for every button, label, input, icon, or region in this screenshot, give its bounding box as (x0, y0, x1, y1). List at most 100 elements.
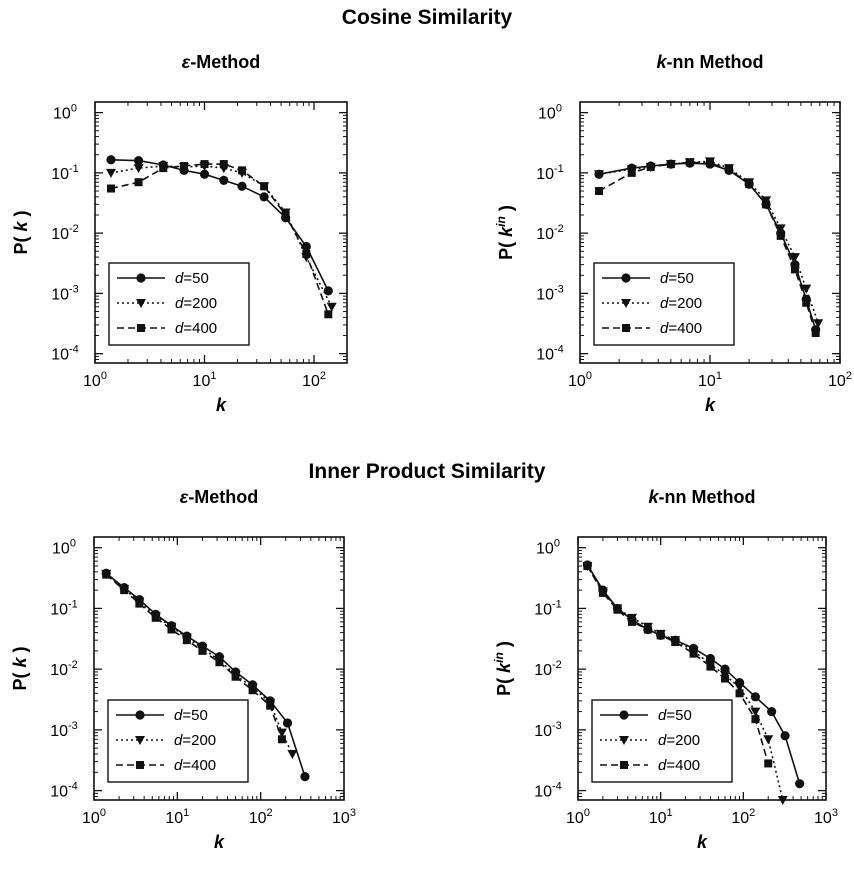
data-point (133, 155, 144, 166)
data-point (199, 169, 210, 179)
data-point (231, 672, 240, 681)
data-point (326, 302, 337, 312)
legend-entry: d=50 (660, 270, 694, 287)
data-point (237, 181, 247, 191)
data-point (215, 658, 224, 667)
data-point (706, 159, 714, 168)
data-point (151, 613, 160, 622)
data-point (802, 298, 811, 307)
x-axis-label: k (697, 832, 708, 852)
x-tick-label: 102 (828, 370, 852, 390)
y-tick-label: 10-3 (536, 283, 564, 303)
data-point (219, 160, 228, 169)
data-point (780, 731, 790, 741)
section-title-inner-product: Inner Product Similarity (309, 460, 546, 483)
series-d400 (107, 160, 333, 319)
data-point (706, 662, 715, 671)
x-tick-label: 101 (165, 807, 189, 827)
y-tick-label: 10-1 (536, 163, 564, 183)
data-point (260, 182, 269, 191)
y-tick-label: 10-4 (534, 781, 562, 801)
data-point (107, 184, 116, 193)
y-axis-label: P( kin ) (494, 205, 516, 260)
data-point (583, 561, 592, 570)
chart-panel-3: ε-Method 100 101 102 103 100 10-1 10-2 10-3 10-4 k… (10, 487, 356, 852)
y-tick-label: 10-4 (51, 344, 79, 364)
legend-entry: d=400 (175, 320, 217, 337)
x-tick-label: 102 (731, 807, 755, 827)
y-tick-label: 10-3 (50, 720, 78, 740)
legend-entry: d=400 (174, 757, 216, 774)
data-point (811, 329, 820, 338)
x-tick-label: 101 (649, 807, 673, 827)
section-title-cosine: Cosine Similarity (342, 6, 513, 29)
legend-entry: d=200 (175, 295, 217, 312)
y-tick-label: 10-3 (534, 720, 562, 740)
legend: d=50 d=200 d=400 (593, 262, 735, 346)
data-point (324, 310, 333, 319)
legend-entry: d=50 (175, 270, 209, 287)
data-point (120, 586, 129, 595)
panel-title: ε-Method (182, 52, 261, 72)
legend-box (108, 262, 250, 346)
legend-marker (136, 761, 144, 769)
y-tick-label: 100 (52, 538, 76, 558)
x-tick-label: 101 (193, 370, 217, 390)
data-point (133, 164, 144, 174)
x-axis-label: k (705, 395, 716, 415)
y-tick-label: 10-3 (51, 283, 79, 303)
panel-title: k-nn Method (649, 487, 756, 507)
legend-marker (621, 273, 631, 283)
data-point (666, 160, 675, 169)
data-point (266, 701, 275, 710)
legend-entry: d=50 (658, 707, 692, 724)
data-point (594, 187, 603, 196)
data-point (198, 646, 207, 655)
data-point (598, 588, 607, 597)
data-point (724, 165, 733, 174)
data-point (106, 168, 117, 178)
data-point (627, 617, 636, 626)
data-point (301, 241, 311, 252)
data-point (762, 200, 771, 209)
data-point (777, 796, 788, 805)
data-point (789, 253, 800, 263)
legend-entry: d=400 (658, 757, 700, 774)
legend-box (107, 699, 249, 783)
data-point (643, 625, 652, 634)
data-point (735, 689, 744, 698)
y-tick-label: 100 (536, 538, 560, 558)
data-point (281, 210, 290, 219)
y-tick-label: 10-2 (536, 223, 564, 243)
data-point (646, 163, 655, 172)
x-axis-label: k (214, 832, 225, 852)
x-tick-label: 100 (83, 370, 107, 390)
legend-entry: d=200 (660, 295, 702, 312)
data-point (685, 158, 694, 167)
x-tick-label: 100 (82, 807, 106, 827)
data-point (182, 636, 191, 645)
chart-panels: ε-Method 100 101 102 100 10-1 10-2 10-3 10-4 k P( … (10, 52, 852, 852)
data-point (751, 715, 760, 724)
x-axis-label: k (216, 395, 227, 415)
data-point (745, 180, 754, 189)
y-axis-label: P( kin ) (492, 641, 514, 696)
data-point (813, 319, 824, 329)
legend-entry: d=400 (660, 320, 702, 337)
data-point (750, 707, 761, 717)
legend-marker (136, 273, 146, 283)
legend-entry: d=50 (174, 707, 208, 724)
data-point (134, 178, 143, 187)
y-tick-label: 10-1 (50, 598, 78, 618)
legend-marker (136, 299, 146, 308)
chart-panel-4: k-nn Method 100 101 102 103 100 10-1 10-2 10-3 10… (492, 487, 838, 852)
series-d400 (102, 570, 286, 744)
data-point (282, 718, 293, 728)
data-point (248, 686, 257, 695)
data-point (259, 192, 269, 202)
data-point (613, 605, 622, 614)
data-point (167, 625, 176, 634)
x-tick-label: 103 (814, 807, 838, 827)
data-point (238, 166, 247, 175)
data-point (689, 649, 698, 658)
